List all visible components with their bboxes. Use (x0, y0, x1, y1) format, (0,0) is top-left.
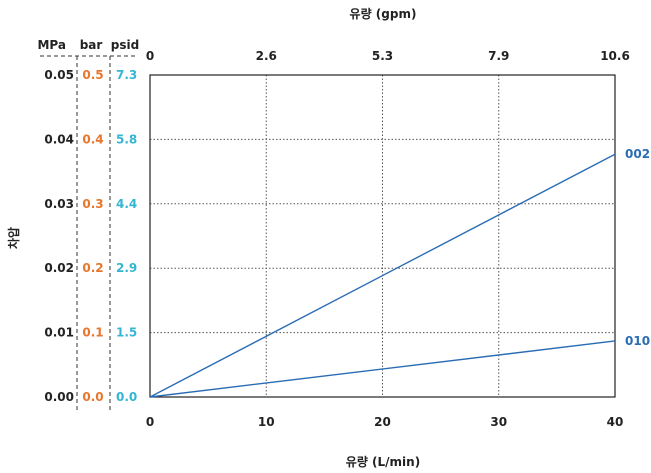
y-tick-psid: 2.9 (116, 261, 137, 275)
plot-frame (149, 74, 616, 398)
y-tick-psid: 5.8 (116, 132, 137, 146)
y-tick-bar: 0.5 (82, 68, 103, 82)
y-tick-bar: 0.2 (82, 261, 103, 275)
y-tick-bar: 0.1 (82, 326, 103, 340)
x2-tick-label: 2.6 (256, 49, 277, 63)
series-layer: 002 010 (149, 147, 650, 398)
y-tick-psid: 0.0 (116, 390, 137, 404)
y-tick-mpa: 0.04 (44, 132, 74, 146)
y-tick-mpa: 0.02 (44, 261, 74, 275)
x2-tick-label: 0 (146, 49, 154, 63)
x2-tick-label: 7.9 (488, 49, 509, 63)
x-tick-label: 0 (146, 415, 154, 429)
tick-layer: 0 0 10 2.6 20 5.3 30 7.9 40 10.6 0.00 0.0 0.0 0.01 0.1… (44, 49, 629, 429)
y-tick-psid: 1.5 (116, 326, 137, 340)
unit-header-psid: psid (111, 38, 139, 52)
unit-header-bar: bar (80, 38, 103, 52)
y-tick-mpa: 0.00 (44, 390, 74, 404)
y-tick-bar: 0.3 (82, 197, 103, 211)
y-tick-mpa: 0.01 (44, 326, 74, 340)
x2-tick-label: 10.6 (600, 49, 630, 63)
y-tick-bar: 0.0 (82, 390, 103, 404)
y-tick-mpa: 0.03 (44, 197, 74, 211)
x-tick-label: 40 (607, 415, 624, 429)
x2-tick-label: 5.3 (372, 49, 393, 63)
y-tick-bar: 0.4 (82, 132, 103, 146)
y-tick-mpa: 0.05 (44, 68, 74, 82)
x-tick-label: 10 (258, 415, 275, 429)
y-axis-title: 차압 (6, 227, 21, 249)
series-label-010: 010 (625, 334, 650, 348)
x-tick-label: 30 (490, 415, 507, 429)
x-tick-label: 20 (374, 415, 391, 429)
x-axis-title: 유량 (L/min) (346, 455, 420, 469)
y-tick-psid: 7.3 (116, 68, 137, 82)
unit-header-mpa: MPa (37, 38, 66, 52)
series-line-002 (149, 153, 616, 398)
series-line-010 (149, 340, 616, 398)
series-label-002: 002 (625, 147, 650, 161)
grid-layer (150, 75, 615, 397)
x2-axis-title: 유량 (gpm) (350, 7, 417, 21)
y-tick-psid: 4.4 (116, 197, 137, 211)
